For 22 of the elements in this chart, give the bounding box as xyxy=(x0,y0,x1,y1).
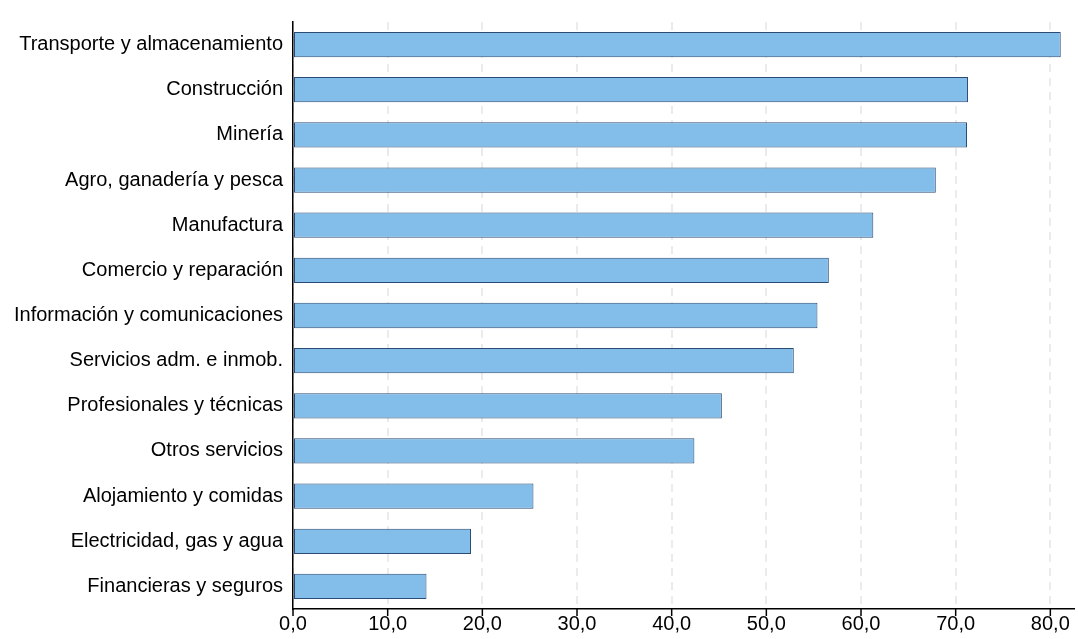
y-tick-label: Alojamiento y comidas xyxy=(82,483,284,506)
y-tick-label: Información y comunicaciones xyxy=(14,303,284,326)
y-tick-label: Electricidad, gas y agua xyxy=(70,528,284,551)
y-tick-label: Otros servicios xyxy=(150,438,284,461)
y-tick-label: Minería xyxy=(216,122,284,145)
y-tick-label: Comercio y reparación xyxy=(81,257,284,280)
y-tick-label: Profesionales y técnicas xyxy=(67,393,284,416)
x-tick-label: 70,0 xyxy=(936,611,976,634)
x-tick-label: 50,0 xyxy=(746,611,786,634)
y-tick-label: Construcción xyxy=(166,77,284,100)
y-tick-label: Transporte y almacenamiento xyxy=(19,32,284,55)
x-tick-label: 60,0 xyxy=(841,611,881,634)
y-tick-label: Servicios adm. e inmob. xyxy=(69,348,284,371)
y-tick-label: Financieras y seguros xyxy=(87,573,284,596)
x-tick-label: 30,0 xyxy=(557,611,597,634)
x-tick-label: 0,0 xyxy=(279,611,307,634)
x-tick-label: 10,0 xyxy=(368,611,408,634)
x-tick-label: 40,0 xyxy=(652,611,692,634)
y-tick-label: Manufactura xyxy=(171,212,284,235)
x-tick-label: 80,0 xyxy=(1030,611,1070,634)
y-tick-label: Agro, ganadería y pesca xyxy=(65,167,284,190)
x-tick-label: 20,0 xyxy=(462,611,502,634)
